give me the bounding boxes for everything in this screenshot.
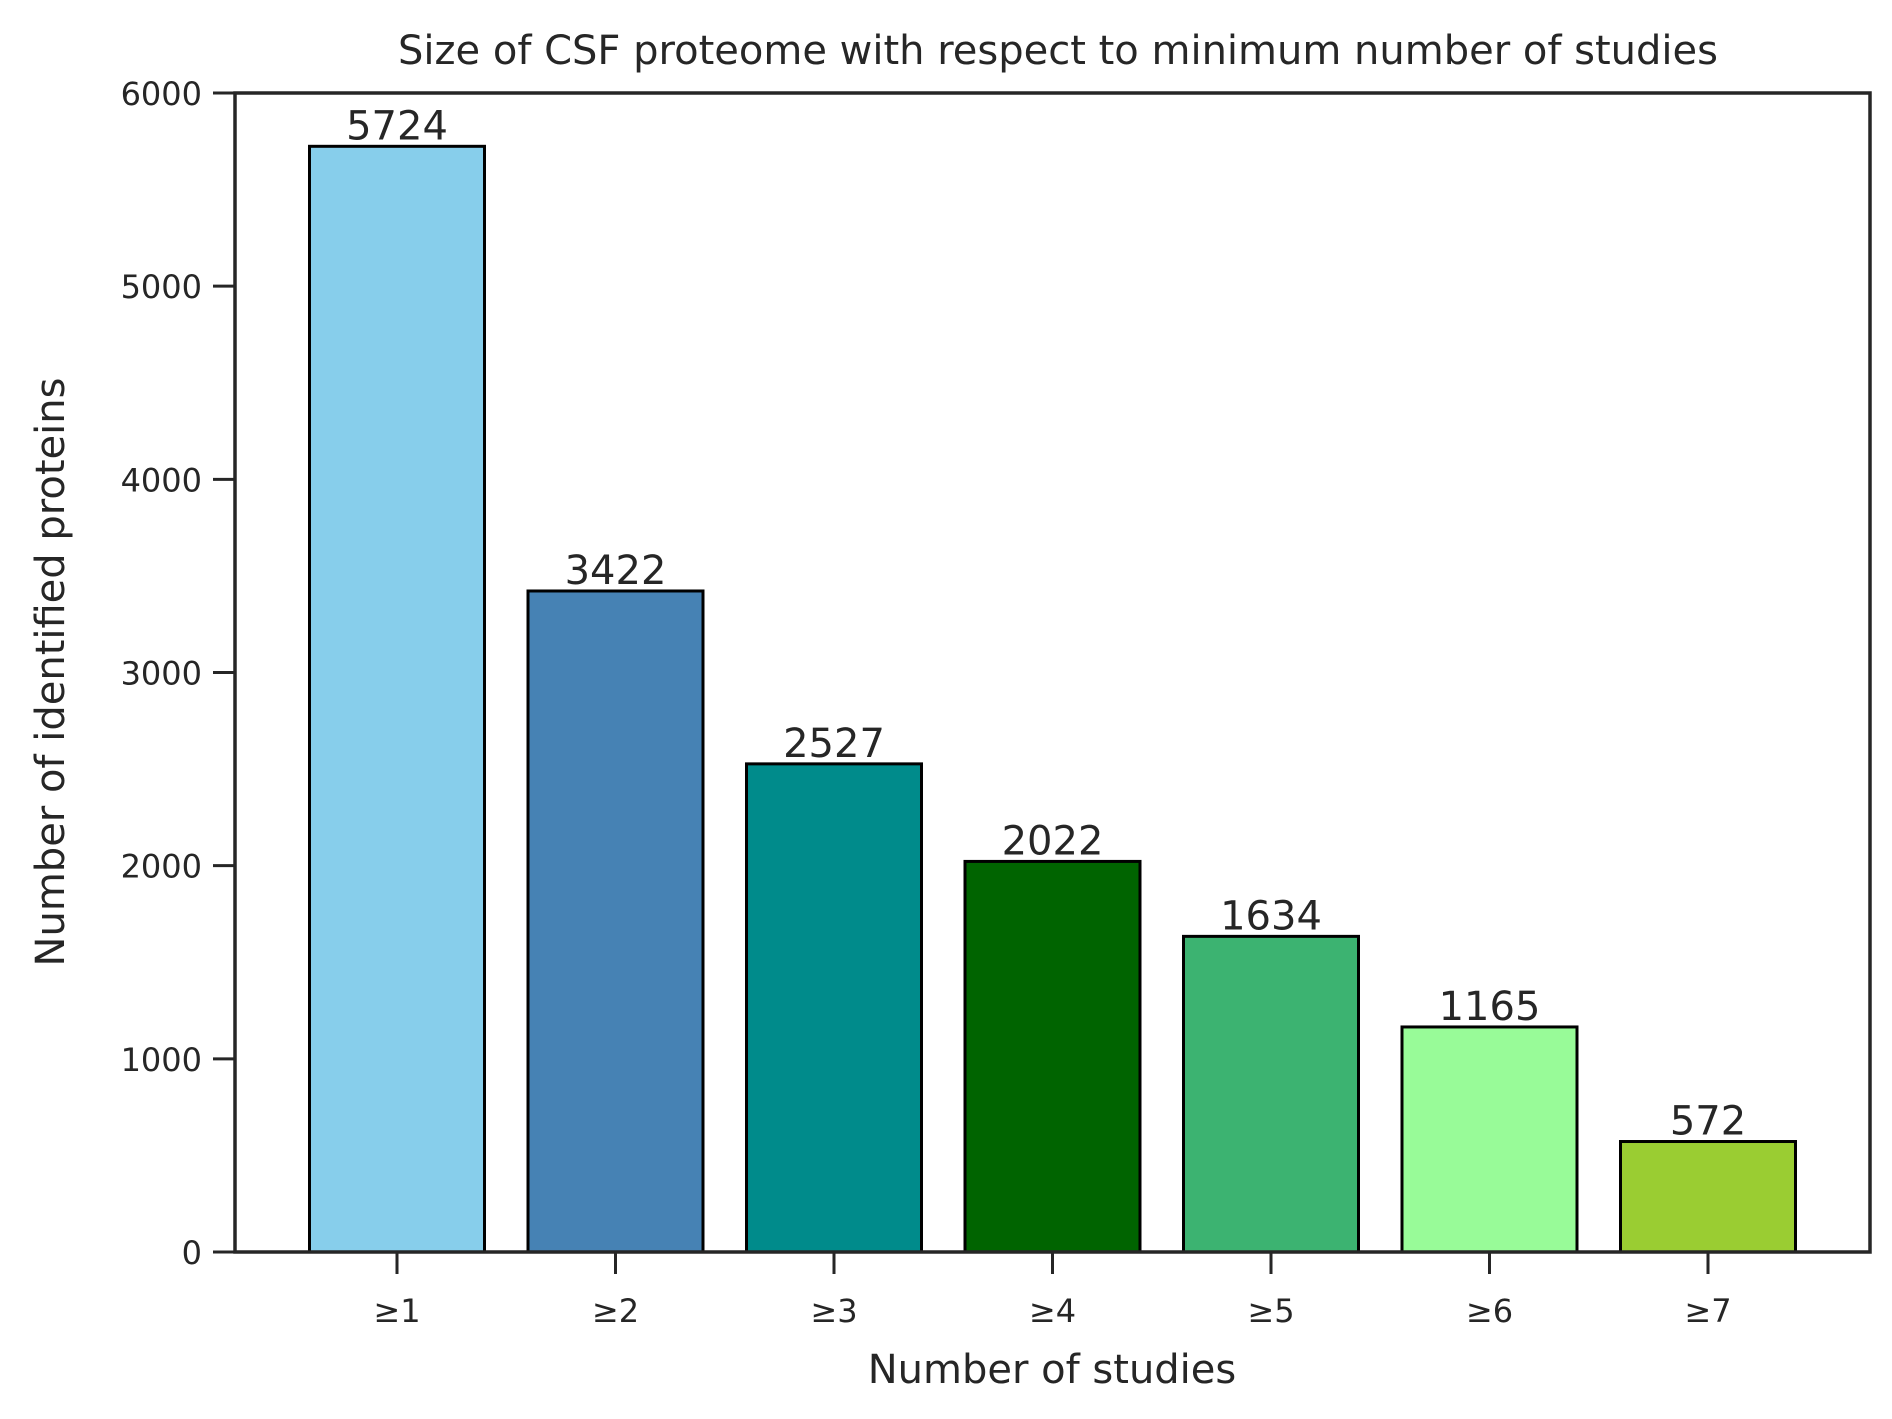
y-tick-label: 3000 [121, 655, 202, 693]
bars-group [308, 144, 1797, 1254]
x-tick-label: ≥1 [373, 1292, 420, 1330]
chart-title: Size of CSF proteome with respect to min… [398, 28, 1718, 74]
y-tick-label: 2000 [121, 848, 202, 886]
bar-value-label: 572 [1670, 1099, 1746, 1145]
x-tick-label: ≥3 [810, 1292, 857, 1330]
bar [1400, 1025, 1579, 1254]
bar [745, 762, 923, 1254]
bar-value-label: 2527 [783, 721, 885, 767]
x-axis: ≥1 ≥2 ≥3 ≥4 ≥5 ≥6 ≥7 [373, 1252, 1732, 1330]
x-tick-label: ≥7 [1684, 1292, 1731, 1330]
y-axis: 0 1000 2000 3000 4000 5000 6000 [121, 75, 235, 1272]
bar-value-label: 2022 [1002, 818, 1104, 864]
y-tick-label: 5000 [121, 268, 202, 306]
x-tick-label: ≥6 [1466, 1292, 1513, 1330]
bar-value-label: 5724 [346, 103, 448, 149]
x-tick-label: ≥5 [1247, 1292, 1294, 1330]
y-axis-label: Number of identified proteins [28, 378, 74, 967]
x-tick-label: ≥2 [592, 1292, 639, 1330]
y-tick-label: 6000 [121, 75, 202, 113]
bar [963, 859, 1142, 1254]
bar [526, 589, 705, 1254]
bar-value-label: 1165 [1439, 984, 1541, 1030]
plot-frame [233, 91, 1872, 1254]
bar [308, 144, 486, 1254]
bar-value-label: 3422 [565, 548, 667, 594]
y-tick-label: 0 [182, 1234, 202, 1272]
bar [1182, 934, 1360, 1254]
y-tick-label: 4000 [121, 461, 202, 499]
bar-value-label: 1634 [1220, 893, 1322, 939]
x-axis-label: Number of studies [868, 1347, 1237, 1393]
data-labels-group: 5724 3422 2527 2022 1634 1165 572 [346, 103, 1746, 1144]
y-tick-label: 1000 [121, 1041, 202, 1079]
bar [1619, 1140, 1797, 1254]
x-tick-label: ≥4 [1029, 1292, 1076, 1330]
